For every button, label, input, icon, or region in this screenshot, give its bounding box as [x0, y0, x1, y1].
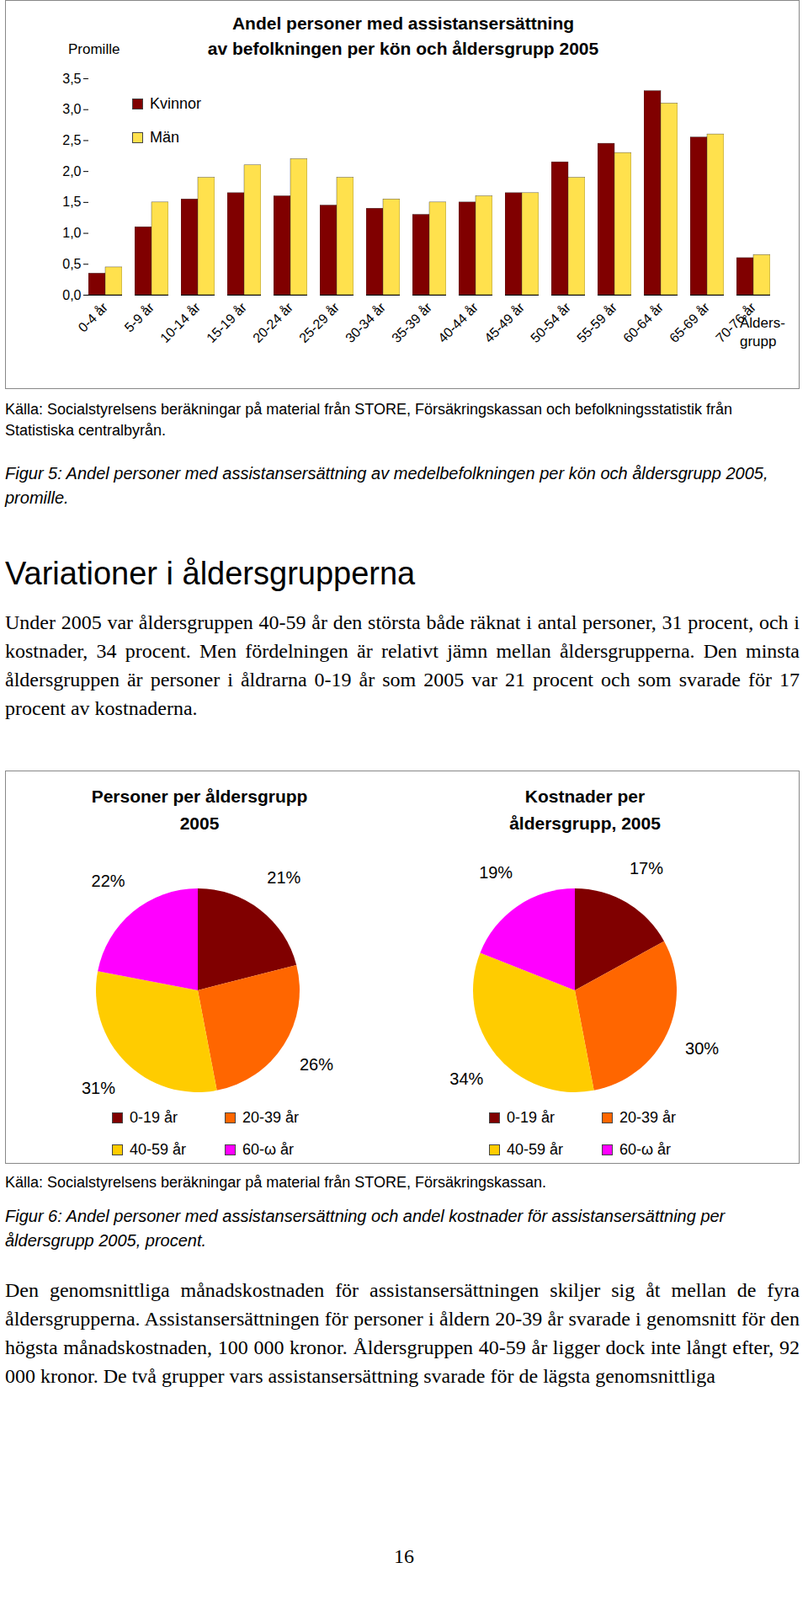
svg-text:0,0: 0,0	[62, 287, 81, 303]
svg-text:20-24 år: 20-24 år	[249, 299, 297, 346]
svg-text:60-64 år: 60-64 år	[620, 299, 667, 346]
svg-text:65-69 år: 65-69 år	[666, 299, 713, 346]
svg-text:19%: 19%	[478, 862, 513, 882]
svg-text:17%: 17%	[629, 858, 664, 878]
svg-text:3,5: 3,5	[62, 71, 81, 86]
svg-text:30-34 år: 30-34 år	[342, 299, 389, 346]
svg-text:2,0: 2,0	[62, 164, 81, 179]
svg-text:22%: 22%	[91, 871, 126, 890]
svg-text:0,5: 0,5	[62, 256, 81, 272]
svg-text:21%: 21%	[266, 867, 301, 887]
svg-text:1,5: 1,5	[62, 194, 81, 209]
svg-text:45-49 år: 45-49 år	[481, 299, 528, 346]
svg-text:3,0: 3,0	[62, 101, 81, 117]
svg-text:40-44 år: 40-44 år	[435, 299, 482, 346]
svg-text:30%: 30%	[685, 1038, 719, 1058]
svg-text:25-29 år: 25-29 år	[296, 299, 343, 346]
svg-text:31%: 31%	[81, 1078, 116, 1097]
svg-text:1,0: 1,0	[62, 225, 81, 240]
svg-text:55-59 år: 55-59 år	[574, 299, 621, 346]
svg-text:0-4 år: 0-4 år	[75, 299, 112, 335]
svg-text:26%: 26%	[299, 1054, 334, 1074]
svg-text:2,5: 2,5	[62, 132, 81, 148]
svg-text:10-14 år: 10-14 år	[157, 299, 204, 346]
svg-text:34%: 34%	[449, 1068, 484, 1088]
svg-text:15-19 år: 15-19 år	[203, 299, 250, 346]
svg-text:5-9 år: 5-9 år	[122, 299, 158, 335]
svg-text:35-39 år: 35-39 år	[388, 299, 436, 346]
svg-text:50-54 år: 50-54 år	[527, 299, 575, 346]
